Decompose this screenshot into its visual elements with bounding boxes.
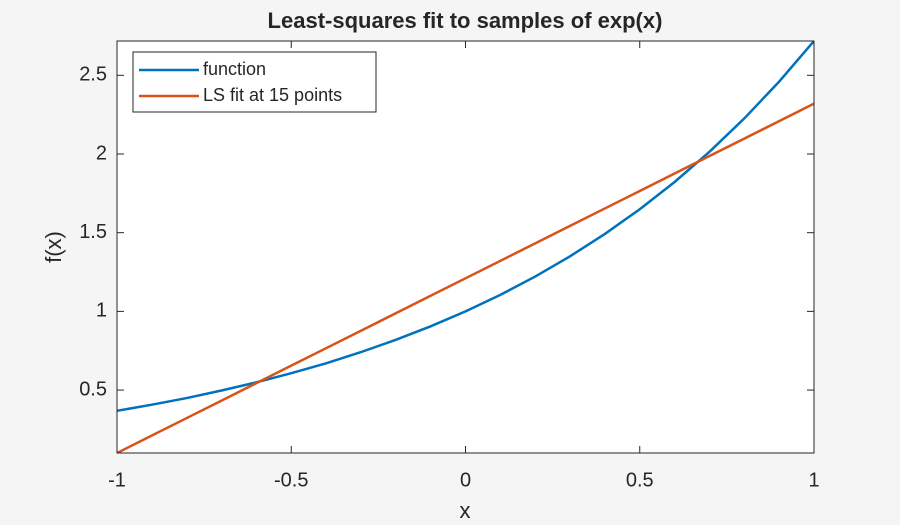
y-tick-label: 2 <box>96 142 107 164</box>
legend-box <box>132 51 377 113</box>
x-tick-label: 0 <box>460 469 471 491</box>
y-tick-label: 2.5 <box>79 64 107 86</box>
y-tick-label: 1.5 <box>79 221 107 243</box>
x-tick-label: 0.5 <box>626 469 654 491</box>
chart-title: Least-squares fit to samples of exp(x) <box>268 8 663 33</box>
data-line <box>117 102 814 453</box>
y-tick-label: 0.5 <box>79 378 107 400</box>
legend-label: LS fit at 15 points <box>203 85 342 105</box>
x-tick-label: 1 <box>808 469 819 491</box>
x-tick-label: -1 <box>108 469 126 491</box>
x-axis-label: x <box>460 498 471 523</box>
y-tick-label: 1 <box>96 300 107 322</box>
legend-label: function <box>203 59 266 79</box>
x-tick-label: -0.5 <box>274 469 308 491</box>
axes-box <box>116 40 815 454</box>
y-axis-label: f(x) <box>41 231 66 263</box>
